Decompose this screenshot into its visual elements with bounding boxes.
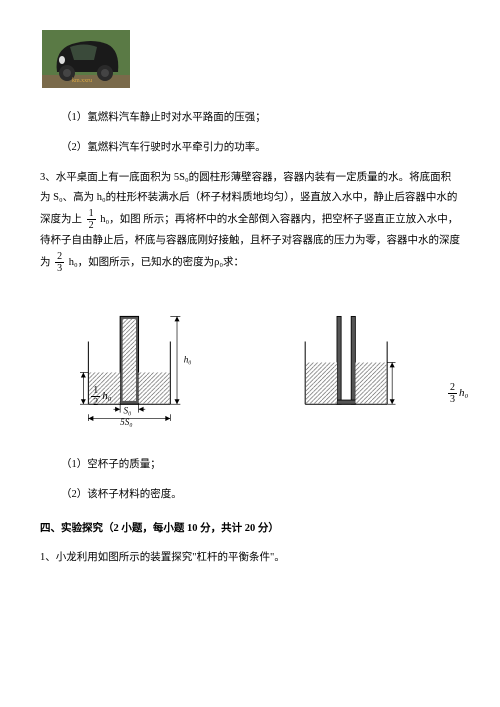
sub-question-1: （1）空杯子的质量；	[40, 455, 460, 475]
section-4-heading: 四、实验探究（2 小题，每小题 10 分，共计 20 分）	[40, 519, 460, 539]
fraction-half: 12	[87, 208, 96, 231]
diagram-right	[301, 292, 410, 437]
fraction-two-thirds: 23	[55, 251, 64, 274]
diagram-left: h₀ S₀ 5S₀	[80, 292, 201, 437]
label-two-thirds-h0: 23h₀	[446, 382, 468, 405]
car-tag: km.xxru	[72, 78, 92, 84]
label-h0: h₀	[184, 354, 192, 364]
label-5s0: 5S₀	[120, 417, 132, 427]
problem-3: 3、水平桌面上有一底面积为 5S₀的圆柱形薄壁容器，容器内装有一定质量的水。将底…	[40, 168, 460, 274]
question-2: （2）氢燃料汽车行驶时水平牵引力的功率。	[40, 138, 460, 158]
label-half-h0: 12h₀	[89, 385, 111, 408]
experiment-1: 1、小龙利用如图所示的装置探究"杠杆的平衡条件"。	[40, 548, 460, 568]
p3-text-e: h₀，如图所示，已知水的密度为ρ₀求：	[69, 257, 244, 268]
question-1: （1）氢燃料汽车静止时对水平路面的压强；	[40, 108, 460, 128]
diagram-container: h₀ S₀ 5S₀ 12h₀	[80, 292, 460, 437]
label-s0: S₀	[123, 405, 131, 415]
car-image: km.xxru	[40, 30, 460, 108]
p3-text-c: h₀，如图	[100, 214, 140, 225]
sub-question-2: （2）该杯子材料的密度。	[40, 485, 460, 505]
